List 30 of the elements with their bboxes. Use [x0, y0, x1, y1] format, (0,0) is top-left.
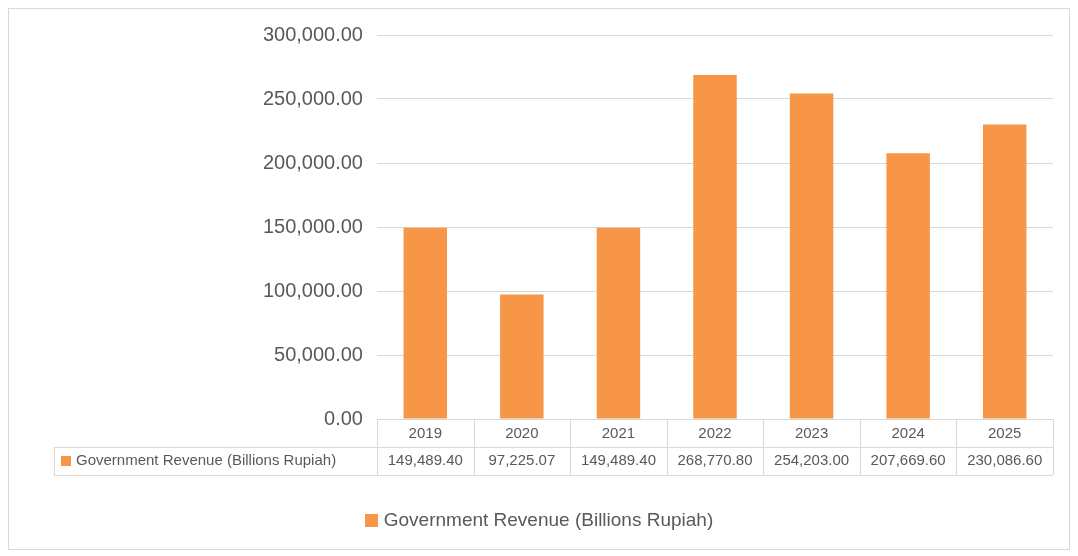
bar [403, 227, 448, 419]
x-tick-label: 2022 [698, 424, 732, 442]
data-label: 230,086.60 [967, 451, 1043, 469]
data-label: 254,203.00 [774, 451, 850, 469]
y-tick-label: 200,000.00 [262, 150, 363, 173]
data-label: 149,489.40 [387, 451, 463, 469]
text: Government Revenue (Billions Rupiah) [383, 509, 714, 530]
y-tick-label: 250,000.00 [262, 86, 363, 109]
bar [693, 74, 737, 419]
data-label: 268,770.80 [677, 451, 753, 469]
data-label: 97,225.07 [488, 451, 556, 469]
data-label: 149,489.40 [580, 451, 656, 469]
bar [500, 294, 544, 419]
bar [982, 124, 1027, 419]
y-tick-label: 150,000.00 [262, 214, 363, 237]
x-tick-label: 2021 [601, 424, 636, 442]
y-tick-label: 0.00 [324, 406, 363, 429]
x-tick-label: 2019 [408, 424, 442, 442]
legend-label: Government Revenue (Billions Rupiah) [76, 451, 337, 469]
y-tick-label: 50,000.00 [274, 342, 363, 365]
bar [596, 227, 641, 419]
x-tick-label: 2024 [891, 424, 925, 442]
data-label: 207,669.60 [870, 451, 946, 469]
x-tick-label: 2023 [794, 424, 829, 442]
x-tick-label: 2025 [988, 424, 1022, 442]
y-tick-label: 100,000.00 [262, 278, 363, 301]
bar [789, 93, 834, 419]
bar [886, 153, 930, 419]
y-tick-label: 300,000.00 [262, 22, 363, 45]
x-tick-label: 2020 [505, 424, 539, 442]
